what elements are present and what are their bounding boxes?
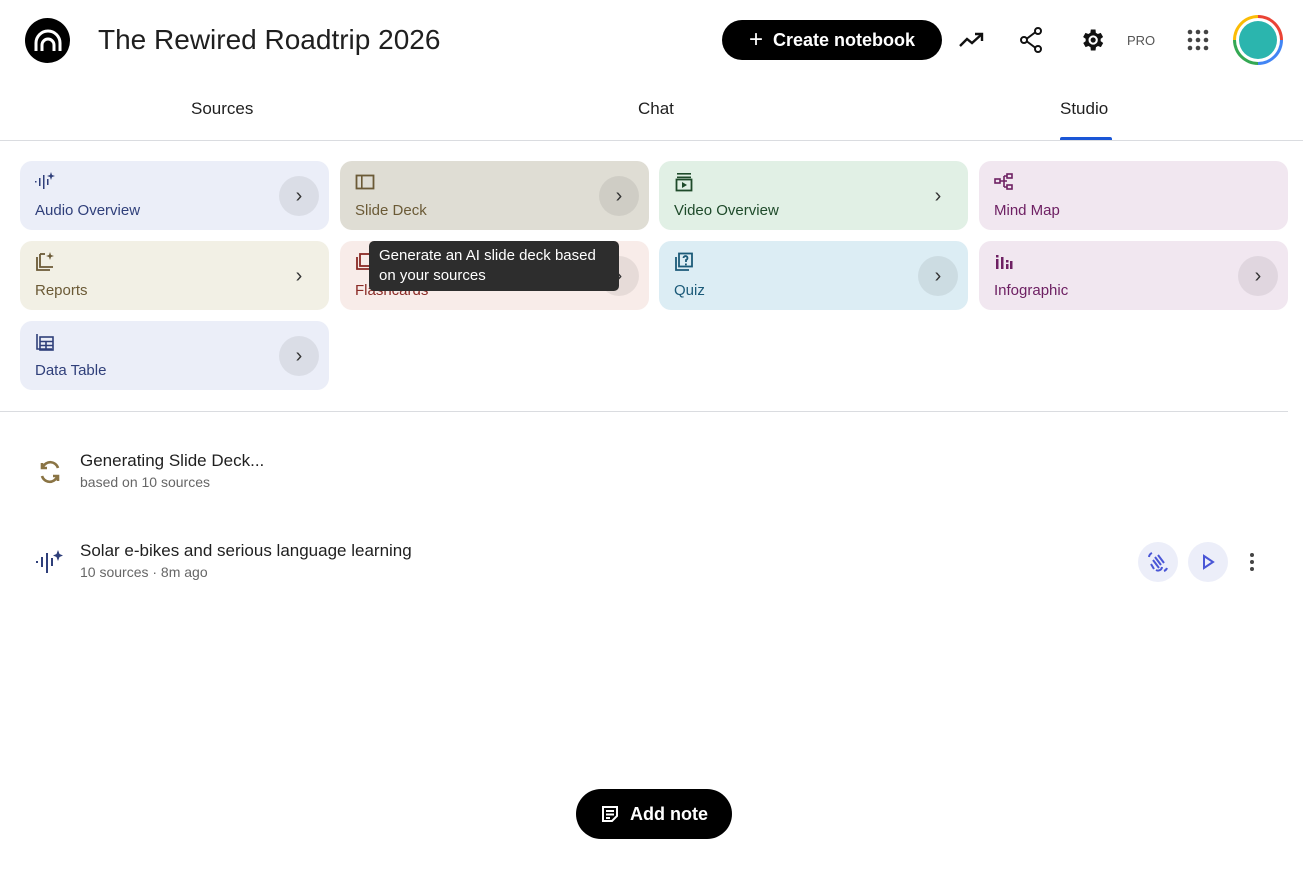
- chevron-right-icon[interactable]: ›: [279, 176, 319, 216]
- interactive-mode-button[interactable]: [1138, 542, 1178, 582]
- quiz-icon: [675, 252, 693, 271]
- infographic-icon: [996, 255, 1013, 269]
- studio-card-mind-map[interactable]: Mind Map: [979, 161, 1288, 230]
- add-note-button[interactable]: Add note: [576, 789, 732, 839]
- studio-card-label: Slide Deck: [355, 202, 427, 219]
- output-title: Solar e-bikes and serious language learn…: [80, 541, 412, 560]
- add-note-label: Add note: [630, 803, 708, 824]
- divider: [0, 411, 1288, 412]
- studio-card-label: Reports: [35, 282, 88, 299]
- slide-deck-icon: [355, 174, 375, 190]
- chevron-right-icon[interactable]: ›: [295, 264, 303, 287]
- reports-icon: [36, 252, 54, 271]
- studio-card-slide-deck[interactable]: Slide Deck ›: [340, 161, 649, 230]
- apps-grid-icon[interactable]: [1182, 24, 1214, 56]
- tooltip: Generate an AI slide deck based on your …: [369, 241, 619, 291]
- more-options-button[interactable]: [1242, 550, 1262, 574]
- studio-card-label: Video Overview: [674, 202, 779, 219]
- data-table-icon: [36, 334, 54, 351]
- output-title: Generating Slide Deck...: [80, 451, 265, 470]
- output-subtitle: 10 sources · 8m ago: [80, 564, 208, 580]
- chevron-right-icon[interactable]: ›: [934, 184, 942, 207]
- studio-card-video-overview[interactable]: Video Overview ›: [659, 161, 968, 230]
- studio-card-quiz[interactable]: Quiz ›: [659, 241, 968, 310]
- chevron-right-icon[interactable]: ›: [1238, 256, 1278, 296]
- chevron-right-icon[interactable]: ›: [918, 256, 958, 296]
- tab-chat[interactable]: Chat: [638, 99, 674, 118]
- pro-badge: PRO: [1127, 33, 1156, 48]
- studio-card-label: Infographic: [994, 282, 1069, 299]
- tab-studio[interactable]: Studio: [1060, 99, 1109, 118]
- chevron-right-icon[interactable]: ›: [279, 336, 319, 376]
- notebook-title[interactable]: The Rewired Roadtrip 2026: [98, 24, 441, 55]
- studio-card-label: Audio Overview: [35, 202, 141, 219]
- audio-waveform-sparkle-icon: [35, 172, 55, 189]
- audio-waveform-sparkle-icon: [36, 550, 63, 573]
- share-icon[interactable]: [1015, 24, 1047, 56]
- output-item-generating[interactable]: Generating Slide Deck... based on 10 sou…: [0, 440, 1288, 500]
- play-icon: [1203, 554, 1215, 570]
- studio-card-label: Data Table: [35, 362, 107, 379]
- chevron-right-icon[interactable]: ›: [599, 176, 639, 216]
- sync-icon: [40, 460, 60, 484]
- studio-card-label: Mind Map: [994, 202, 1060, 219]
- output-item-audio[interactable]: Solar e-bikes and serious language learn…: [0, 530, 1288, 590]
- studio-card-audio-overview[interactable]: Audio Overview ›: [20, 161, 329, 230]
- studio-card-label: Quiz: [674, 282, 705, 299]
- tab-sources[interactable]: Sources: [191, 99, 254, 118]
- more-vert-icon: [1250, 553, 1254, 571]
- note-icon: [602, 806, 618, 822]
- notebooklm-logo[interactable]: [25, 18, 70, 63]
- studio-card-infographic[interactable]: Infographic ›: [979, 241, 1288, 310]
- create-notebook-label: Create notebook: [772, 29, 916, 50]
- studio-card-data-table[interactable]: Data Table ›: [20, 321, 329, 390]
- plus-icon: +: [748, 26, 763, 53]
- studio-card-reports[interactable]: Reports ›: [20, 241, 329, 310]
- play-button[interactable]: [1188, 542, 1228, 582]
- analytics-trend-icon[interactable]: [956, 24, 988, 56]
- mind-map-icon: [994, 173, 1013, 190]
- active-tab-indicator: [1060, 137, 1112, 140]
- create-notebook-button[interactable]: + Create notebook: [722, 20, 942, 60]
- video-icon: [675, 173, 693, 192]
- divider: [0, 140, 1303, 141]
- settings-gear-icon[interactable]: [1076, 24, 1108, 56]
- account-avatar[interactable]: [1233, 15, 1283, 65]
- wave-hand-icon: [1148, 552, 1168, 572]
- output-subtitle: based on 10 sources: [80, 474, 210, 490]
